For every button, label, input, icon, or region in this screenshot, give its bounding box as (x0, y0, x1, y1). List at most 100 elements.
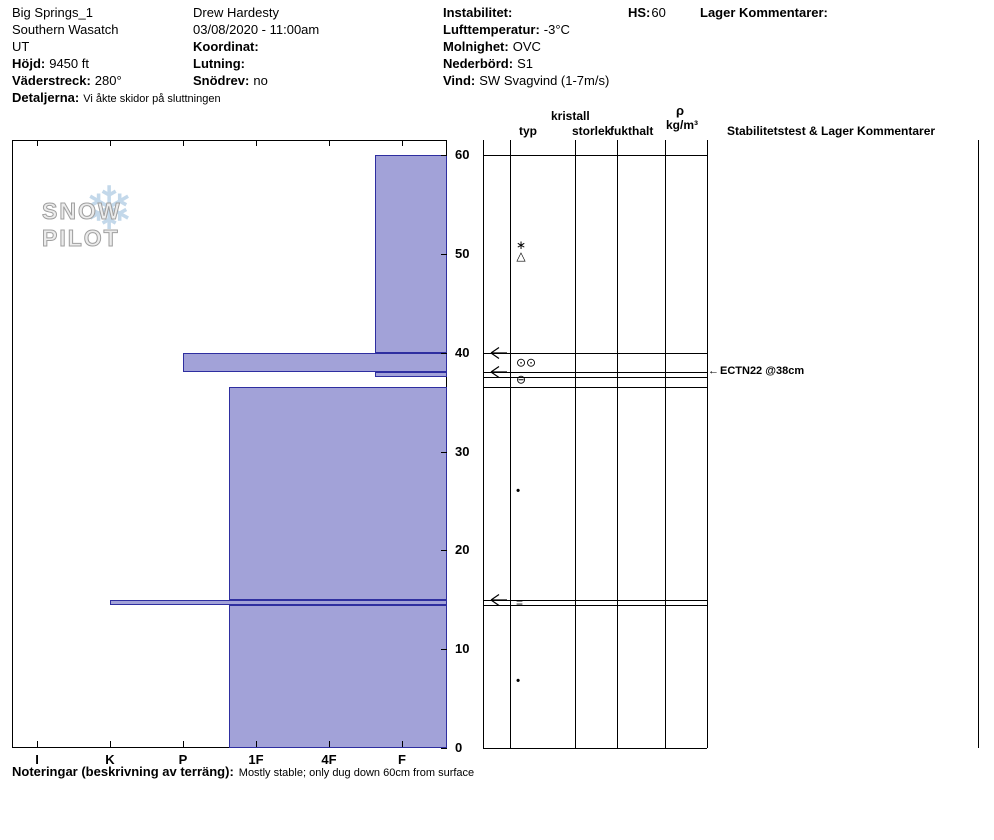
column-divider (978, 140, 979, 748)
aspect-row: Väderstreck: 280° (12, 72, 221, 89)
tick-mark (441, 748, 447, 749)
header-hs-block: HS:60 (628, 4, 666, 21)
sky-row: Molnighet: OVC (443, 38, 609, 55)
depth-axis-label: 40 (455, 344, 470, 360)
hardness-axis-label: F (398, 752, 406, 767)
elevation-label: Höjd: (12, 56, 46, 71)
depth-axis-label: 50 (455, 245, 470, 261)
layer-boundary-line (483, 155, 707, 156)
column-divider (575, 140, 576, 748)
wind-label: Vind: (443, 73, 476, 88)
depth-axis-label: 20 (455, 542, 470, 558)
site-name: Big Springs_1 (12, 5, 93, 20)
tick-mark (329, 140, 330, 146)
layer-boundary-line (483, 377, 707, 379)
grain-symbol: ⊙⊙ (516, 355, 537, 370)
snow-layer-bar (374, 155, 447, 353)
instability-label: Instabilitet: (443, 5, 513, 20)
grain-symbol: • (516, 483, 521, 498)
layer-boundary-line (483, 352, 707, 354)
hardness-axis-label: 1F (248, 752, 264, 767)
layer-comments-label: Lager Kommentarer: (700, 5, 828, 20)
observer-name: Drew Hardesty (193, 5, 279, 20)
coordinates-label: Koordinat: (193, 39, 259, 54)
left-arrow-icon: ← (708, 365, 719, 378)
grain-symbol: ∗ △ (516, 237, 527, 263)
instability-row: Instabilitet: (443, 4, 609, 21)
layer-boundary-flag-icon (484, 364, 508, 380)
layer-boundary-line (483, 604, 707, 606)
column-header-fukthalt: fukthalt (610, 124, 654, 138)
details-label: Detaljerna: (12, 90, 80, 105)
elevation-value: 9450 ft (49, 56, 89, 71)
hardness-axis-label: P (178, 752, 188, 767)
snow-layer-bar (228, 604, 447, 748)
wind-value: SW Svagvind (1-7m/s) (479, 73, 610, 88)
precip-value: S1 (517, 56, 533, 71)
column-divider (617, 140, 618, 748)
hs-value: 60 (651, 5, 666, 20)
column-header-kristall: kristall (551, 109, 590, 123)
air-temp-value: -3°C (543, 22, 570, 37)
column-divider (483, 140, 484, 748)
snow-layer-bar (228, 387, 447, 600)
slope-label: Lutning: (193, 56, 245, 71)
aspect-label: Väderstreck: (12, 73, 91, 88)
tick-mark (441, 451, 447, 453)
air-temp-row: Lufttemperatur: -3°C (443, 21, 609, 38)
coordinates-row: Koordinat: (193, 38, 319, 55)
grain-symbol: = (516, 595, 524, 610)
details-value: Vi åkte skidor på sluttningen (83, 93, 221, 105)
header-location-block: Big Springs_1 Southern Wasatch UT Höjd: 9… (12, 4, 221, 108)
column-header-density-units: kg/m³ (666, 118, 699, 132)
air-temp-label: Lufttemperatur: (443, 22, 540, 37)
layer-boundary-line (483, 387, 707, 389)
tick-mark (441, 352, 447, 354)
sky-label: Molnighet: (443, 39, 509, 54)
blowing-snow-value: no (253, 73, 268, 88)
layer-boundary-line (483, 748, 707, 749)
tick-mark (183, 140, 184, 146)
precip-label: Nederbörd: (443, 56, 514, 71)
details-row: Detaljerna: Vi åkte skidor på sluttningen (12, 89, 221, 108)
hs-label: HS: (628, 5, 651, 20)
column-header-density-rho: ρ (676, 103, 685, 118)
tick-mark (329, 741, 330, 747)
snowpilot-logo: ❄ SNOW PILOT (42, 175, 202, 252)
precip-row: Nederbörd: S1 (443, 55, 609, 72)
pit-notes-label: Noteringar (beskrivning av terräng): (12, 764, 234, 779)
pit-notes: Noteringar (beskrivning av terräng): Most… (12, 764, 474, 779)
state-name: UT (12, 39, 30, 54)
tick-mark (110, 741, 111, 747)
column-divider (665, 140, 666, 748)
column-header-typ: typ (519, 124, 537, 138)
header-weather-block: Instabilitet: Lufttemperatur: -3°C Molnig… (443, 4, 609, 89)
hardness-axis-label: I (35, 752, 39, 767)
ect-annotation: ←ECTN22 @38cm (708, 365, 804, 377)
hardness-axis-label: 4F (321, 752, 337, 767)
grain-symbol: • (516, 673, 521, 688)
blowing-snow-label: Snödrev: (193, 73, 250, 88)
depth-axis-label: 30 (455, 443, 470, 459)
tick-mark (441, 155, 447, 156)
tick-mark (441, 253, 447, 255)
elevation-row: Höjd: 9450 ft (12, 55, 221, 72)
depth-axis-label: 10 (455, 641, 470, 657)
layer-boundary-flag-icon (484, 345, 508, 361)
depth-axis-label: 60 (455, 147, 470, 162)
sky-value: OVC (512, 39, 541, 54)
snowpilot-logo-text: SNOW PILOT (42, 198, 122, 252)
column-divider (707, 140, 708, 748)
snow-layer-bar (110, 599, 447, 605)
tick-mark (37, 140, 38, 146)
tick-mark (441, 550, 447, 552)
header-observer-block: Drew Hardesty 03/08/2020 - 11:00am Koord… (193, 4, 319, 89)
tick-mark (402, 741, 403, 747)
layer-boundary-line (483, 599, 707, 601)
tick-mark (110, 140, 111, 146)
tick-mark (256, 140, 257, 146)
depth-axis-label: 0 (455, 740, 463, 755)
tick-mark (441, 649, 447, 651)
snow-layer-bar (374, 372, 447, 378)
